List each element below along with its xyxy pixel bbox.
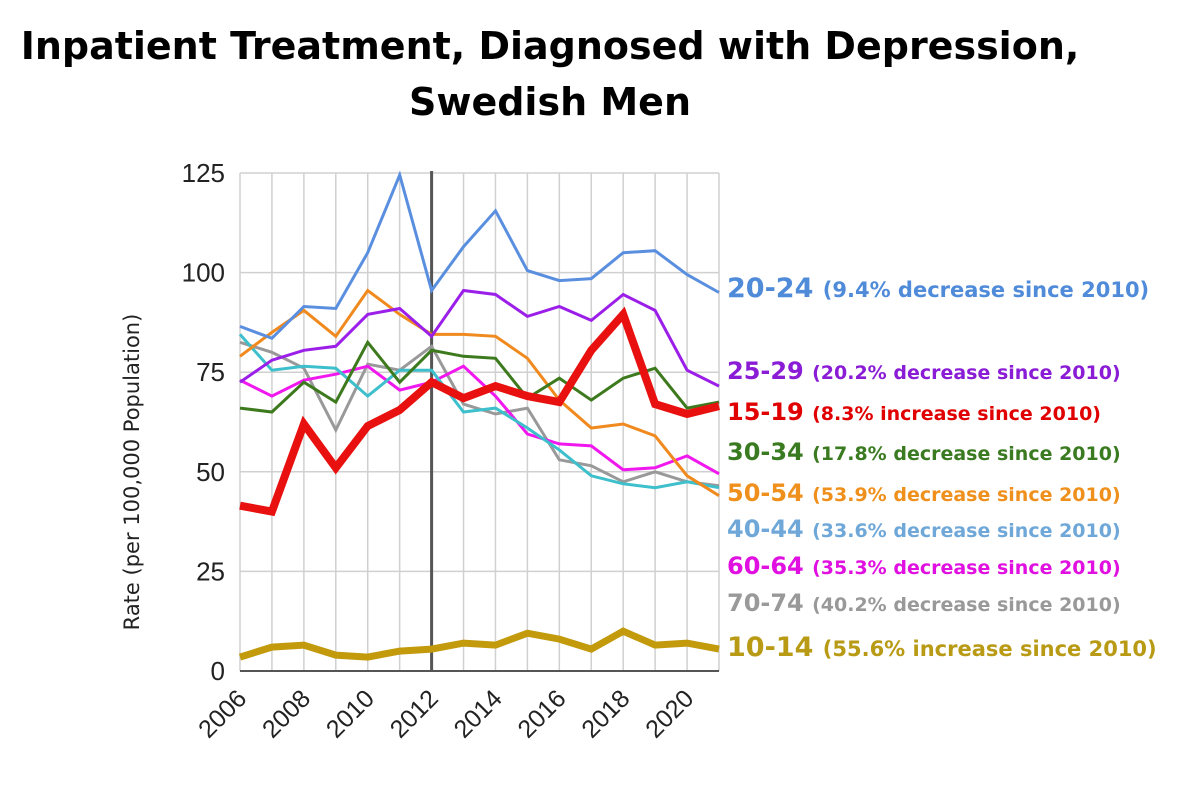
y-tick-label: 50 — [196, 457, 225, 487]
series-label-range: 60-64 — [727, 552, 812, 580]
series-label-range: 15-19 — [727, 398, 812, 426]
series-label-20-24: 20-24 (9.4% decrease since 2010) — [727, 273, 1149, 304]
series-label-note: (20.2% decrease since 2010) — [812, 362, 1121, 384]
series-label-range: 10-14 — [727, 632, 823, 663]
series-label-range: 70-74 — [727, 589, 812, 617]
x-tick-label: 2008 — [257, 684, 316, 743]
y-tick-label: 100 — [182, 258, 225, 288]
x-tick-label: 2006 — [193, 684, 252, 743]
series-line-30-34 — [239, 339, 720, 414]
series-label-range: 40-44 — [727, 515, 812, 543]
series-line-60-64 — [239, 364, 720, 476]
y-axis-label: Rate (per 100,000 Population) — [120, 314, 144, 631]
series-label-70-74: 70-74 (40.2% decrease since 2010) — [727, 589, 1121, 617]
y-tick-label: 0 — [211, 656, 225, 686]
x-tick-label: 2020 — [640, 684, 699, 743]
series-line-70-74 — [239, 340, 720, 488]
series-label-25-29: 25-29 (20.2% decrease since 2010) — [727, 357, 1121, 385]
series-label-range: 20-24 — [727, 273, 823, 304]
x-tick-label: 2018 — [576, 684, 635, 743]
series-label-40-44: 40-44 (33.6% decrease since 2010) — [727, 515, 1121, 543]
y-tick-label: 25 — [196, 556, 225, 586]
series-label-note: (8.3% increase since 2010) — [812, 403, 1101, 425]
series-label-50-54: 50-54 (53.9% decrease since 2010) — [727, 479, 1121, 507]
series-label-note: (35.3% decrease since 2010) — [812, 557, 1121, 579]
series-label-note: (33.6% decrease since 2010) — [812, 520, 1121, 542]
series-label-note: (17.8% decrease since 2010) — [812, 443, 1121, 465]
series-line-25-29 — [239, 288, 720, 388]
series-line-10-14 — [238, 627, 720, 661]
series-label-note: (55.6% increase since 2010) — [823, 637, 1157, 661]
grid-lines — [239, 172, 720, 672]
series-label-note: (9.4% decrease since 2010) — [823, 278, 1149, 302]
series-line-20-24 — [239, 170, 720, 341]
series-label-note: (53.9% decrease since 2010) — [812, 484, 1121, 506]
series-label-range: 30-34 — [727, 438, 812, 466]
x-tick-label: 2016 — [512, 684, 571, 743]
series-line-40-44 — [238, 333, 720, 490]
series-label-10-14: 10-14 (55.6% increase since 2010) — [727, 632, 1157, 663]
series-label-30-34: 30-34 (17.8% decrease since 2010) — [727, 438, 1121, 466]
y-tick-label: 75 — [196, 357, 225, 387]
series-label-range: 25-29 — [727, 357, 812, 385]
x-tick-label: 2012 — [385, 684, 444, 743]
series-label-note: (40.2% decrease since 2010) — [812, 594, 1121, 616]
chart-title: Inpatient Treatment, Diagnosed with Depr… — [0, 18, 1100, 130]
series-labels: 20-24 (9.4% decrease since 2010) 25-29 (2… — [727, 273, 1157, 663]
series-label-60-64: 60-64 (35.3% decrease since 2010) — [727, 552, 1121, 580]
series-line-15-19 — [239, 306, 720, 517]
y-tick-label: 125 — [182, 158, 225, 188]
x-tick-label: 2014 — [449, 684, 508, 743]
series-label-15-19: 15-19 (8.3% increase since 2010) — [727, 398, 1101, 426]
x-tick-labels: 2006 2008 2010 2012 2014 2016 2018 2020 — [193, 684, 699, 743]
chart-title-line-1: Inpatient Treatment, Diagnosed with Depr… — [20, 24, 1080, 68]
series-line-50-54 — [239, 288, 720, 497]
x-tick-label: 2010 — [321, 684, 380, 743]
y-tick-labels: 0 25 50 75 100 125 — [182, 158, 225, 686]
series-lines — [238, 170, 720, 661]
series-label-range: 50-54 — [727, 479, 812, 507]
chart-title-line-2: Swedish Men — [408, 80, 691, 124]
